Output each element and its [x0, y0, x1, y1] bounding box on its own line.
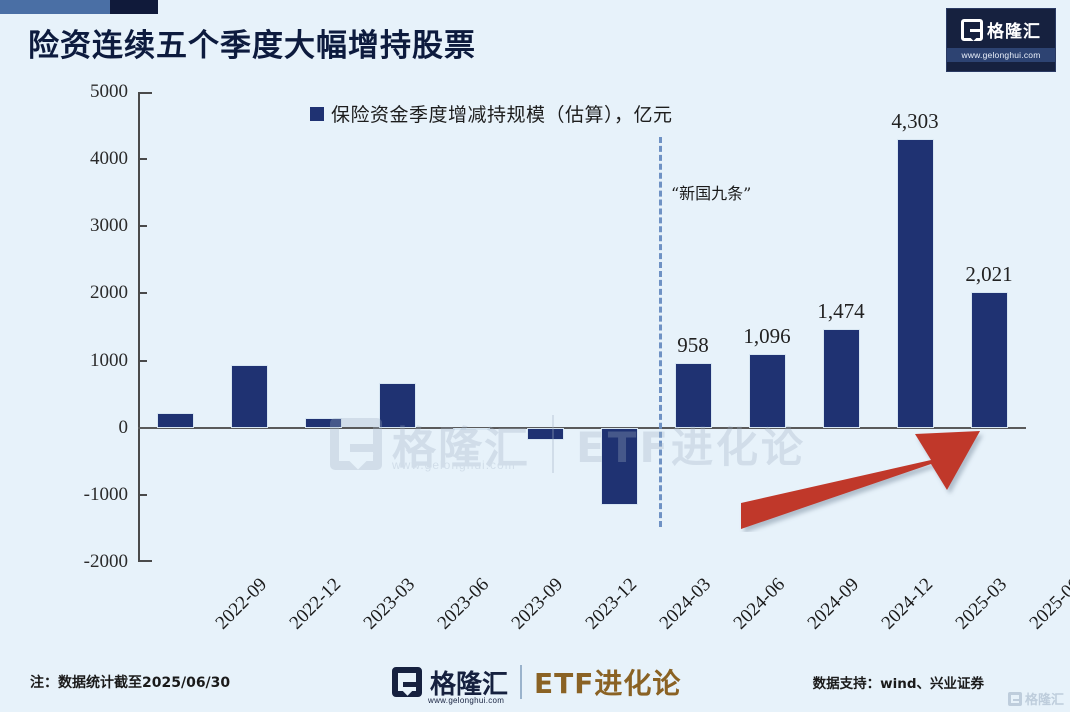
bar-value-label-2024-12: 1,474 [817, 298, 865, 323]
bar-2022-12 [230, 364, 268, 428]
footer-divider [520, 665, 523, 699]
y-tick-label: 0 [118, 416, 129, 438]
y-tick-label: 1000 [90, 349, 128, 371]
corner-brand-name: 格隆汇 [1024, 693, 1064, 708]
footer-note: 注：数据统计截至2025/06/30 [30, 675, 231, 691]
bar-2023-03 [304, 417, 342, 428]
brand-name: 格隆汇 [987, 22, 1041, 42]
footer-brand-url: www.gelonghui.com [428, 695, 505, 705]
legend-label: 保险资金季度增减持规模（估算），亿元 [331, 104, 673, 126]
y-tick [138, 493, 147, 496]
x-tick-label-2024-03: 2024-03 [655, 574, 716, 634]
footer-corner-logo: 格隆汇 [1007, 689, 1064, 708]
footer-etf-label: ETF进化论 [534, 667, 682, 700]
bar-value-label-2024-09: 1,096 [743, 324, 791, 349]
trend-arrow-icon [741, 431, 980, 529]
y-tick-label: 2000 [90, 282, 128, 304]
footer-source: 数据支持：wind、兴业证券 [812, 676, 984, 692]
y-tick [138, 225, 147, 228]
y-tick [138, 292, 147, 295]
y-tick-label: 5000 [90, 81, 128, 102]
bar-2024-06 [674, 363, 712, 428]
x-tick-label-2023-12: 2023-12 [581, 574, 642, 634]
x-tick-label-2024-12: 2024-12 [877, 574, 938, 634]
y-tick-label: -2000 [83, 551, 128, 572]
bar-2024-12 [822, 328, 860, 428]
x-tick-label-2024-09: 2024-09 [803, 574, 864, 634]
chart-canvas: 保险资金季度增减持规模（估算），亿元 5000 4000 3000 2000 1000 0… [0, 81, 1070, 647]
chart-legend: 保险资金季度增减持规模（估算），亿元 [310, 100, 673, 127]
bar-value-label-2025-03: 4,303 [891, 108, 939, 133]
page-title: 险资连续五个季度大幅增持股票 [28, 28, 476, 64]
bar-2024-09 [748, 354, 786, 428]
bar-2023-12 [526, 427, 564, 440]
accent-bar-light [0, 0, 110, 14]
footer-brand: 格隆汇 www.gelonghui.com ETF进化论 [392, 662, 682, 705]
x-tick-label-2022-09: 2022-09 [211, 574, 272, 634]
zero-baseline [138, 426, 1026, 429]
footer-brand-name: 格隆汇 [430, 669, 509, 700]
y-axis-cap-bottom [138, 560, 152, 562]
top-accent-bars [0, 0, 158, 14]
legend-swatch-icon [310, 106, 324, 121]
x-tick-label-2023-06: 2023-06 [433, 574, 494, 634]
event-marker-label: “新国九条” [670, 184, 752, 203]
y-axis-line [138, 92, 140, 562]
x-tick-label-2022-12: 2022-12 [285, 574, 346, 634]
bar-2023-09 [452, 427, 490, 430]
y-axis-cap-top [138, 92, 152, 94]
event-marker-line [658, 137, 662, 527]
footer: 注：数据统计截至2025/06/30 格隆汇 www.gelonghui.com… [0, 654, 1070, 712]
y-tick-label: 4000 [90, 148, 128, 170]
x-tick-label-2025-03: 2025-03 [951, 574, 1012, 634]
bar-2022-09 [156, 412, 194, 428]
y-tick [138, 158, 147, 161]
brand-url: www.gelonghui.com [947, 48, 1055, 62]
x-tick-label-2023-03: 2023-03 [359, 574, 420, 634]
bar-2025-03 [896, 138, 934, 428]
footer-g-icon [392, 667, 422, 697]
y-tick-label: -1000 [83, 483, 128, 505]
bar-value-label-2024-06: 958 [677, 333, 709, 358]
logo-row: 格隆汇 [961, 17, 1041, 42]
accent-bar-dark [110, 0, 158, 14]
corner-g-icon [1007, 691, 1022, 706]
bar-2023-06 [378, 383, 416, 428]
bar-value-label-2025-06: 2,021 [965, 262, 1013, 287]
x-tick-label-2024-06: 2024-06 [729, 574, 790, 634]
x-tick-label-2025-06: 2025-06 [1025, 574, 1070, 634]
watermark-divider [552, 415, 554, 473]
bar-2025-06 [970, 292, 1008, 428]
x-tick-label-2023-09: 2023-09 [507, 574, 568, 634]
y-tick [138, 359, 147, 362]
brand-logo-top-right: 格隆汇 www.gelonghui.com [946, 8, 1056, 72]
watermark-url: www.gelonghui.com [392, 458, 516, 472]
gelonghui-g-icon [961, 18, 983, 41]
bar-2024-03 [600, 427, 638, 505]
y-tick-label: 3000 [90, 215, 128, 237]
